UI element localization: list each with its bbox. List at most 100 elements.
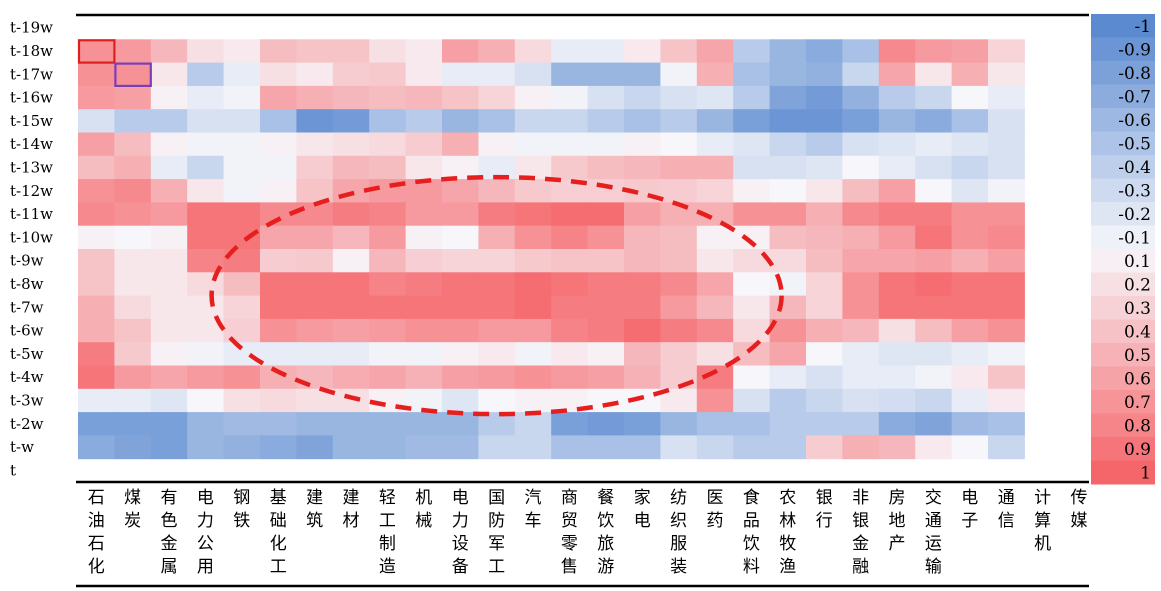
column-label: 计算机	[1034, 488, 1051, 554]
heatmap-cell	[514, 342, 552, 366]
heatmap-cell	[369, 365, 407, 390]
heatmap-cell	[624, 62, 661, 87]
heatmap-cell	[260, 179, 297, 203]
heatmap-cell	[915, 318, 953, 343]
heatmap-cell	[878, 249, 916, 273]
heatmap-cell	[223, 132, 261, 157]
heatmap-cell	[514, 365, 552, 390]
heatmap-cell	[478, 272, 516, 297]
column-label: 医药	[707, 488, 724, 531]
heatmap-cell	[806, 388, 843, 413]
heatmap-cell	[915, 412, 953, 436]
heatmap-cell	[514, 249, 552, 273]
heatmap-cell	[114, 388, 152, 413]
heatmap-cell	[915, 342, 953, 366]
heatmap-cell	[769, 365, 807, 390]
heatmap-cell	[223, 412, 261, 436]
heatmap-cell	[187, 318, 225, 343]
heatmap-cell	[78, 318, 115, 343]
heatmap-cell	[769, 202, 807, 227]
heatmap-cell	[514, 202, 552, 227]
heatmap-cell	[878, 412, 916, 436]
heatmap-cell	[951, 365, 989, 390]
heatmap-cell	[551, 295, 589, 320]
heatmap-cell	[514, 39, 552, 64]
heatmap-cell	[114, 365, 152, 390]
row-label: t-11w	[10, 205, 53, 223]
heatmap-cell	[405, 155, 443, 180]
column-label: 建材	[343, 488, 360, 531]
heatmap-cell	[624, 39, 661, 64]
heatmap-cell	[624, 295, 661, 320]
heatmap-cell	[587, 109, 625, 133]
heatmap-cell	[988, 225, 1025, 250]
heatmap-cell	[842, 39, 880, 64]
heatmap-cell	[442, 132, 479, 157]
row-label: t-6w	[10, 322, 44, 340]
heatmap-cell	[332, 388, 370, 413]
heatmap-cell	[187, 202, 225, 227]
heatmap-cell	[369, 202, 407, 227]
heatmap-cell	[114, 225, 152, 250]
heatmap-cell	[915, 272, 953, 297]
heatmap-cell	[369, 272, 407, 297]
heatmap-cell	[769, 249, 807, 273]
heatmap-cell	[551, 365, 589, 390]
heatmap-cell	[733, 249, 771, 273]
heatmap-cell	[114, 412, 152, 436]
heatmap-cell	[769, 388, 807, 413]
heatmap-cell	[733, 85, 771, 110]
column-label: 有色金属	[161, 488, 178, 577]
heatmap-cell	[478, 225, 516, 250]
heatmap-cell	[696, 365, 734, 390]
heatmap-cell	[223, 295, 261, 320]
heatmap-cell	[260, 412, 297, 436]
heatmap-cell	[478, 412, 516, 436]
heatmap-cell	[806, 179, 843, 203]
colorbar-swatch	[1091, 108, 1155, 132]
colorbar-tick-label: 0.2	[1124, 275, 1151, 295]
heatmap-cell	[733, 412, 771, 436]
colorbar-tick-label: -1	[1134, 17, 1151, 37]
heatmap-cell	[478, 342, 516, 366]
heatmap-cell	[551, 62, 589, 87]
heatmap-cell	[769, 435, 807, 460]
heatmap-cell	[587, 412, 625, 436]
heatmap-cell	[696, 318, 734, 343]
heatmap-cell	[806, 412, 843, 436]
heatmap-cell	[405, 85, 443, 110]
heatmap-cell	[624, 249, 661, 273]
heatmap-cell	[660, 388, 698, 413]
column-label: 机械	[415, 488, 432, 531]
heatmap-cell	[842, 202, 880, 227]
heatmap-cell	[369, 155, 407, 180]
heatmap-cell	[951, 155, 989, 180]
heatmap-cell	[478, 388, 516, 413]
heatmap-cell	[660, 202, 698, 227]
heatmap-cell	[442, 249, 479, 273]
heatmap-cell	[514, 179, 552, 203]
heatmap-cell	[806, 272, 843, 297]
heatmap-cell	[988, 179, 1025, 203]
heatmap-cell	[223, 388, 261, 413]
heatmap-cell	[587, 179, 625, 203]
heatmap-cell	[587, 155, 625, 180]
heatmap-cell	[150, 179, 188, 203]
heatmap-cell	[150, 85, 188, 110]
heatmap-cell	[624, 132, 661, 157]
heatmap-cell	[478, 39, 516, 64]
heatmap-cell	[587, 202, 625, 227]
heatmap-cell	[660, 62, 698, 87]
heatmap-cell	[78, 62, 115, 87]
heatmap-cell	[114, 179, 152, 203]
heatmap-cell	[187, 62, 225, 87]
heatmap-cell	[806, 132, 843, 157]
colorbar-tick-label: -0.2	[1118, 205, 1151, 225]
heatmap-cell	[769, 109, 807, 133]
heatmap-cell	[806, 249, 843, 273]
row-label: t-15w	[10, 112, 53, 130]
colorbar-swatch	[1091, 319, 1155, 344]
heatmap-cell	[951, 435, 989, 460]
heatmap-cell	[733, 342, 771, 366]
column-label: 商贸零售	[561, 488, 578, 577]
